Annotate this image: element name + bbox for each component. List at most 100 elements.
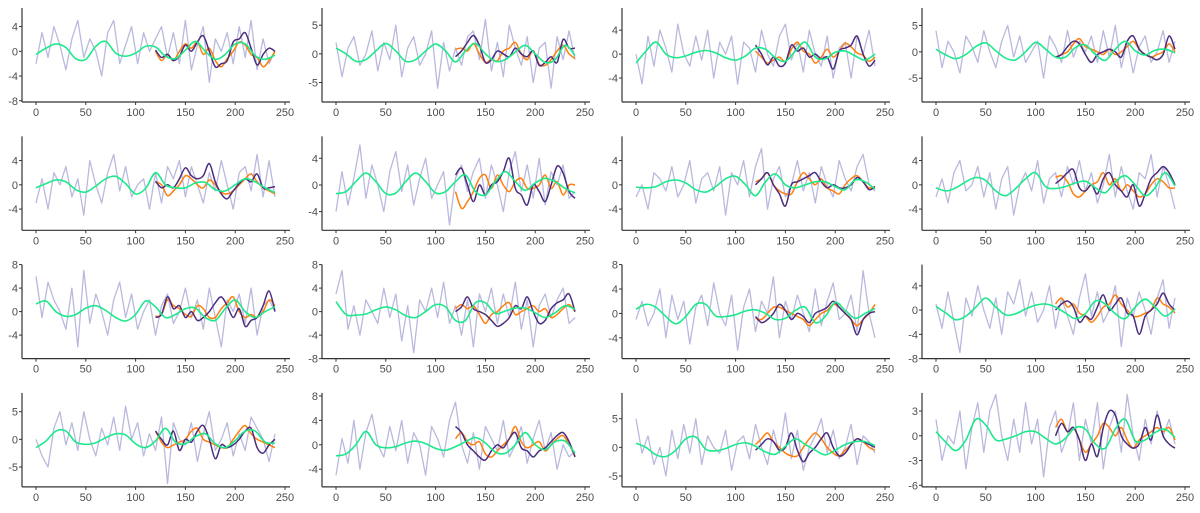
smooth-series-line [35,299,276,322]
forecast-a-series-line [454,173,576,210]
panel-16: -6 -3 0 3 0 50 100 150 200 250 [908,392,1194,504]
observed-series-line [35,405,276,485]
y-tick-label: 0 [12,434,18,446]
observed-series-line [35,269,276,348]
y-tick-label: 5 [612,414,618,426]
forecast-b-series-line [754,300,876,336]
forecast-b-series-line [154,162,276,200]
panel-1: -8 -4 0 4 0 50 100 150 200 250 [8,8,294,119]
x-tick-label: 100 [1026,364,1044,376]
x-tick-label: 50 [380,492,392,504]
x-tick-label: 50 [980,235,992,247]
x-tick-label: 150 [1076,492,1094,504]
forecast-b-series-line [1055,34,1176,64]
panel-3: -4 0 4 0 50 100 150 200 250 [608,8,894,119]
x-tick-label: 250 [1176,107,1194,119]
y-tick-label: 0 [312,49,318,61]
x-tick-label: 250 [576,492,594,504]
y-tick-label: -3 [908,456,918,468]
y-tick-label: 0 [612,308,618,320]
observed-series-line [335,18,576,89]
panel-8: -4 0 4 0 50 100 150 200 250 [908,136,1194,247]
x-tick-label: 100 [426,492,444,504]
x-tick-label: 250 [276,107,294,119]
observed-series-line [635,23,876,85]
x-tick-label: 250 [876,492,894,504]
y-tick-label: 4 [912,156,918,168]
forecast-b-series-line [454,34,576,67]
x-tick-label: 250 [576,107,594,119]
x-tick-label: 100 [726,364,744,376]
x-tick-label: 200 [826,107,844,119]
x-tick-label: 150 [776,492,794,504]
y-tick-label: 4 [312,283,318,295]
x-tick-label: 150 [1076,364,1094,376]
smooth-series-line [635,41,876,64]
x-tick-label: 150 [1076,107,1094,119]
x-tick-label: 100 [126,235,144,247]
x-tick-label: 200 [826,492,844,504]
x-tick-label: 200 [1126,235,1144,247]
x-tick-label: 200 [826,235,844,247]
x-tick-label: 50 [80,364,92,376]
y-tick-label: -4 [308,330,318,342]
x-tick-label: 50 [80,107,92,119]
x-tick-label: 100 [726,235,744,247]
forecast-a-series-line [455,301,576,325]
y-tick-label: -5 [908,73,918,85]
x-tick-label: 50 [680,492,692,504]
y-tick-label: 4 [12,156,18,168]
forecast-b-series-line [154,424,276,460]
x-tick-label: 150 [176,235,194,247]
forecast-a-series-line [1054,418,1176,454]
smooth-series-line [935,417,1176,452]
forecast-b-series-line [455,292,576,328]
panel-14: -4 0 4 8 0 50 100 150 200 250 [308,391,594,504]
x-tick-label: 50 [980,107,992,119]
y-tick-label: 0 [12,46,18,58]
y-tick-label: 5 [912,20,918,32]
x-tick-label: 150 [176,492,194,504]
x-tick-label: 0 [33,235,39,247]
x-tick-label: 200 [226,364,244,376]
observed-series-line [335,401,576,476]
x-tick-label: 200 [826,364,844,376]
x-tick-label: 0 [933,492,939,504]
y-tick-label: 4 [12,283,18,295]
y-tick-label: -4 [608,204,618,216]
y-tick-label: -8 [908,354,918,366]
x-tick-label: 150 [176,107,194,119]
x-tick-label: 200 [226,107,244,119]
y-tick-label: 8 [12,260,18,272]
observed-series-line [935,24,1176,79]
panel-7: -4 0 4 0 50 100 150 200 250 [608,136,894,247]
forecast-a-series-line [454,425,576,458]
y-tick-label: 4 [612,25,618,37]
x-tick-label: 0 [933,235,939,247]
x-tick-label: 200 [526,107,544,119]
x-tick-label: 150 [176,364,194,376]
x-tick-label: 50 [680,364,692,376]
x-tick-label: 50 [80,492,92,504]
x-tick-label: 250 [576,364,594,376]
forecast-b-series-line [754,171,876,207]
y-tick-label: 0 [612,180,618,192]
x-tick-label: 150 [776,364,794,376]
observed-series-line [935,393,1176,478]
x-tick-label: 100 [1026,107,1044,119]
y-tick-label: 0 [312,440,318,452]
smooth-series-line [935,297,1176,321]
x-tick-label: 0 [33,107,39,119]
y-tick-label: 0 [312,180,318,192]
x-tick-label: 200 [226,235,244,247]
forecast-b-series-line [1054,409,1176,462]
x-tick-label: 100 [726,492,744,504]
x-tick-label: 200 [526,364,544,376]
y-tick-label: -4 [908,329,918,341]
observed-series-line [935,153,1176,216]
forecast-a-series-line [154,41,276,68]
forecast-a-series-line [155,173,276,197]
panel-5: -4 0 4 0 50 100 150 200 250 [8,136,294,247]
